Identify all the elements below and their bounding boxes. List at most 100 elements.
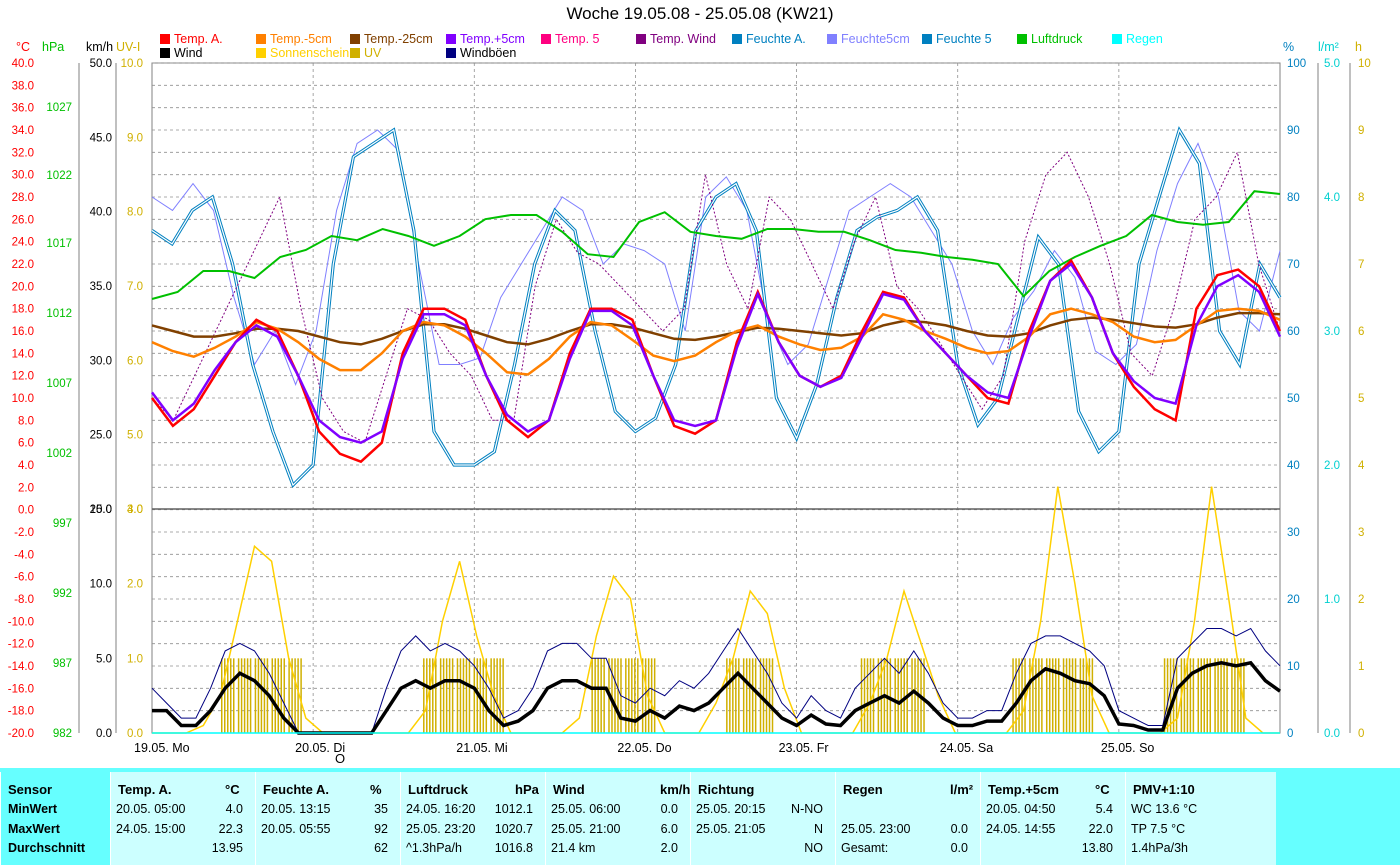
unit-label-uvi: UV-I [116,40,141,54]
legend-item: Temp.+5cm [446,32,525,46]
sun-tick-label: 9 [1358,125,1364,137]
pressure-tick-label: 982 [53,728,72,740]
humidity-tick-label: 40 [1287,460,1300,472]
sun-tick-label: 8 [1358,192,1364,204]
legend-swatch [922,34,932,44]
legend-label: Temp. Wind [650,32,716,46]
legend-item: Windböen [446,46,516,60]
temp-tick-label: -10.0 [8,616,34,628]
legend-label: Wind [174,46,203,60]
legend-item: Temp.-5cm [256,32,332,46]
pressure-tick-label: 1017 [46,238,72,250]
series-line [151,190,1281,300]
stats-row-label: Durchschnitt [8,841,86,855]
legend-item: Temp. 5 [541,32,599,46]
stats-cell-value: 13.80 [1081,841,1113,855]
uv-tick-label: 9.0 [127,132,143,144]
stats-cell-time: 24.05. 15:00 [116,822,186,836]
unit-label-lm2: l/m² [1318,40,1339,54]
temp-tick-label: 40.0 [12,58,34,70]
unit-label-hpa: hPa [42,40,65,54]
stats-cell-value: 4.0 [225,802,243,816]
humidity-tick-label: 70 [1287,259,1300,271]
temp-tick-label: 38.0 [12,80,34,92]
series-line [151,311,1281,346]
temp-tick-label: 18.0 [12,304,34,316]
chart-title: Woche 19.05.08 - 25.05.08 (KW21) [566,4,834,23]
rain-tick-label: 0.0 [1324,728,1340,740]
stats-cell-time: 25.05. 20:15 [696,802,766,816]
stats-cell-value: N-NO [791,802,823,816]
series-temp-5cm [150,262,1282,445]
pressure-tick-label: 1022 [46,170,72,182]
x-tick-label: 23.05. Fr [779,741,829,755]
temp-tick-label: -6.0 [14,572,34,584]
stats-unit: l/m² [950,782,974,797]
wind-tick-label: 5.0 [96,653,112,665]
legend-swatch [541,34,551,44]
pressure-tick-label: 1027 [46,102,72,114]
sun-tick-label: 1 [1358,661,1364,673]
humidity-tick-label: 90 [1287,125,1300,137]
stats-cell-value: 92 [374,822,388,836]
legend-swatch [1017,34,1027,44]
legend-swatch [256,34,266,44]
temp-tick-label: 14.0 [12,348,34,360]
stats-column [110,772,256,865]
legend-label: Feuchte5cm [841,32,910,46]
unit-label-percent: % [1283,40,1295,54]
legend-label: Regen [1126,32,1163,46]
legend-swatch [160,48,170,58]
stats-cell-value: 6.0 [660,822,678,836]
stats-cell-value: 13.95 [211,841,243,855]
stats-row-label: MaxWert [8,822,60,836]
series-uv [221,658,1245,733]
uv-tick-label: 0.0 [127,728,143,740]
sun-tick-label: 0 [1358,728,1364,740]
wind-tick-label: 15.0 [90,504,112,516]
weather-chart: 40.038.036.034.032.030.028.026.024.022.0… [8,58,1371,766]
legend-label: Temp. A. [174,32,223,46]
legend-item: Wind [160,46,202,60]
legend-swatch [256,48,266,58]
uv-tick-label: 4.0 [127,504,143,516]
temp-tick-label: 34.0 [12,125,34,137]
stats-cell-time: TP 7.5 °C [1131,822,1186,836]
pressure-tick-label: 1012 [46,308,72,320]
stats-header: Temp. A. [118,782,172,797]
temp-tick-label: 0.0 [18,505,34,517]
temp-tick-label: -8.0 [14,594,34,606]
stats-cell-time: 20.05. 05:55 [261,822,331,836]
x-tick-label: 20.05. Di [295,741,345,755]
stats-cell-time: 20.05. 05:00 [116,802,186,816]
stats-header: Luftdruck [408,782,468,797]
wind-tick-label: 0.0 [96,728,112,740]
rain-tick-label: 1.0 [1324,594,1340,606]
temp-tick-label: 32.0 [12,147,34,159]
rain-tick-label: 5.0 [1324,58,1340,70]
stats-cell-time: 20.05. 13:15 [261,802,331,816]
sun-tick-label: 10 [1358,58,1371,70]
stats-unit: % [370,782,382,797]
wind-tick-label: 20.0 [90,504,112,516]
stats-unit: km/h [660,782,691,797]
stats-cell-time: 25.05. 23:20 [406,822,476,836]
legend-item: Feuchte 5 [922,32,992,46]
stats-header: PMV+1:10 [1133,782,1195,797]
stats-cell-time: 24.05. 16:20 [406,802,476,816]
pressure-tick-label: 1002 [46,448,72,460]
stats-column [690,772,836,865]
wind-tick-label: 40.0 [90,207,112,219]
series-line [150,262,1282,445]
uv-tick-label: 8.0 [127,207,143,219]
legend: Temp. A. Temp.-5cm Temp.-25cm Temp.+5cm Temp… [0,30,1400,60]
stats-column [0,772,111,865]
stats-column [980,772,1126,865]
temp-tick-label: 30.0 [12,170,34,182]
legend-label: Temp.-25cm [364,32,433,46]
legend-swatch [732,34,742,44]
temp-tick-label: -4.0 [14,549,34,561]
legend-item: Temp.-25cm [350,32,433,46]
uv-tick-label: 3.0 [127,504,143,516]
x-tick-label: 24.05. Sa [940,741,994,755]
